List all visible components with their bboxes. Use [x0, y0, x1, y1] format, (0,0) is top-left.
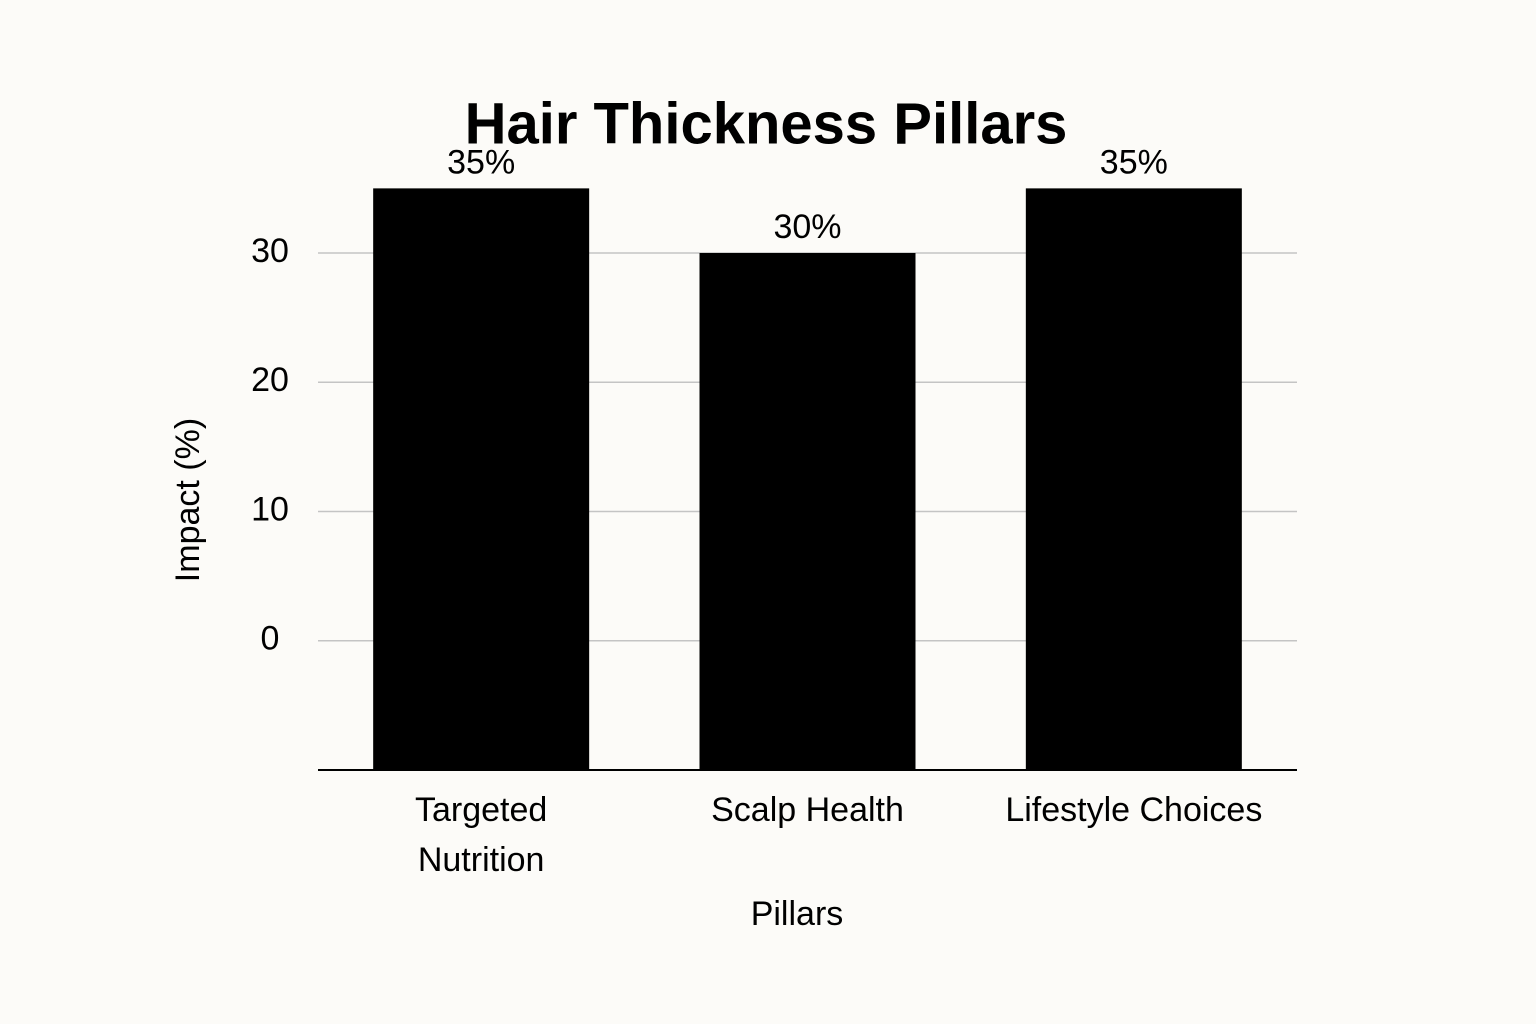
bar [1025, 188, 1242, 770]
bar [373, 188, 590, 770]
bar [699, 253, 916, 770]
x-axis-label: Pillars [751, 895, 844, 933]
y-tick-label: 0 [261, 620, 280, 658]
y-tick-label: 30 [251, 232, 289, 270]
value-label: 35% [447, 143, 515, 181]
y-tick-label: 20 [251, 361, 289, 399]
value-label: 35% [1100, 143, 1168, 181]
chart-title: Hair Thickness Pillars [465, 91, 1068, 156]
y-tick-label: 10 [251, 490, 289, 528]
y-axis-label: Impact (%) [169, 418, 207, 582]
value-label: 30% [773, 208, 841, 246]
x-tick-label: Targeted Nutrition [414, 791, 548, 879]
x-tick-label: Lifestyle Choices [1005, 791, 1263, 829]
x-tick-label: Scalp Health [711, 791, 904, 829]
